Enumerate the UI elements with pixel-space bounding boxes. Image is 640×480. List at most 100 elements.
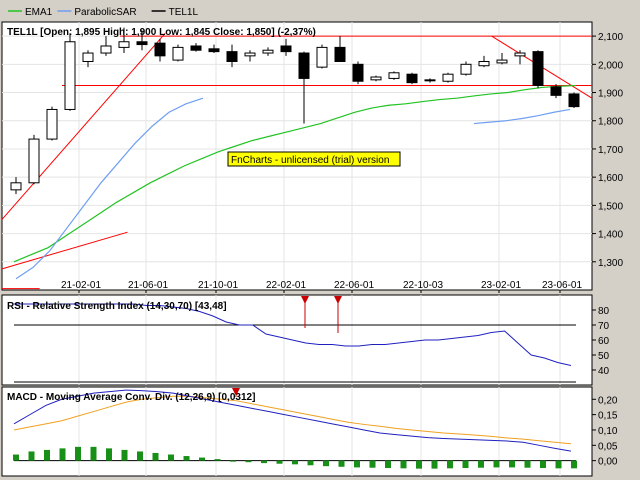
candle-body-down bbox=[226, 51, 238, 62]
macd-histogram-bar bbox=[478, 460, 484, 468]
macd-histogram-bar bbox=[261, 460, 267, 464]
candlestick bbox=[388, 71, 400, 80]
x-tick-label: 22-06-01 bbox=[334, 280, 374, 291]
candlestick bbox=[514, 50, 526, 65]
x-tick-label: 23-06-01 bbox=[542, 280, 582, 291]
candle-body-down bbox=[190, 45, 202, 51]
trend-line bbox=[1, 32, 166, 220]
macd-y-tick-label: 0,05 bbox=[598, 441, 618, 452]
macd-histogram-bar bbox=[400, 460, 407, 469]
price-title: TEL1L [Open: 1,895 High: 1,900 Low: 1,84… bbox=[7, 27, 316, 38]
candle-body-up bbox=[370, 76, 382, 81]
candlestick bbox=[352, 61, 364, 85]
rsi-marks bbox=[14, 303, 576, 383]
macd-y-tick-label: 0,20 bbox=[598, 395, 618, 406]
macd-histogram-bar bbox=[385, 460, 391, 469]
candle-body-up bbox=[244, 52, 256, 57]
macd-histogram-bar bbox=[199, 457, 205, 461]
rsi-y-tick-label: 80 bbox=[598, 306, 610, 317]
price-y-tick-label: 2,100 bbox=[598, 32, 623, 43]
candle-body-down bbox=[334, 46, 346, 62]
macd-histogram-bar bbox=[137, 451, 143, 461]
candlestick bbox=[226, 44, 238, 68]
x-tick-label: 22-02-01 bbox=[266, 280, 306, 291]
candlestick bbox=[82, 50, 94, 68]
candlestick bbox=[568, 92, 580, 109]
price-marks bbox=[1, 27, 593, 290]
macd-histogram-bar bbox=[13, 454, 19, 461]
macd-histogram-bar bbox=[168, 454, 174, 461]
rsi-y-tick-label: 40 bbox=[598, 366, 610, 377]
candlestick bbox=[28, 134, 40, 185]
macd-y-tick-label: 0,15 bbox=[598, 411, 618, 422]
candlestick bbox=[136, 30, 148, 51]
candle-body-down bbox=[406, 73, 418, 84]
candle-body-up bbox=[28, 138, 40, 184]
macd-histogram-bar bbox=[369, 460, 376, 468]
date-axis: 21-02-01 21-06-01 21-10-01 22-02-01 22-06-01… bbox=[61, 280, 582, 293]
ema-line bbox=[13, 84, 577, 263]
candlestick bbox=[496, 53, 508, 65]
candle-body-up bbox=[460, 63, 472, 75]
candlestick bbox=[424, 78, 436, 83]
candle-body-up bbox=[424, 79, 436, 82]
macd-histogram-bar bbox=[75, 446, 81, 461]
rsi-line bbox=[14, 303, 572, 366]
x-tick-label: 22-10-03 bbox=[403, 280, 443, 291]
x-tick-label: 21-06-01 bbox=[128, 280, 168, 291]
candle-body-up bbox=[46, 108, 58, 140]
macd-histogram-bar bbox=[447, 460, 453, 469]
price-y-tick-label: 1,300 bbox=[598, 258, 623, 269]
legend-label-0: EMA1 bbox=[25, 7, 53, 18]
candlestick bbox=[334, 36, 346, 62]
macd-histogram-bar bbox=[230, 460, 236, 462]
candle-body-up bbox=[10, 182, 22, 191]
macd-histogram-bar bbox=[431, 460, 438, 469]
candle-body-up bbox=[496, 59, 508, 64]
price-y-tick-label: 1,800 bbox=[598, 117, 623, 128]
rsi-grid bbox=[78, 295, 561, 385]
watermark-box bbox=[227, 151, 401, 167]
rsi-panel bbox=[1, 294, 593, 386]
macd-title: MACD - Moving Average Conv. Div. (12,26,… bbox=[7, 392, 255, 403]
candlestick bbox=[316, 44, 328, 69]
price-y-tick-label: 1,700 bbox=[598, 145, 623, 156]
macd-histogram-bar bbox=[90, 446, 97, 461]
event-marker bbox=[232, 388, 240, 397]
event-markers bbox=[232, 296, 342, 397]
price-y-tick-label: 2,000 bbox=[598, 60, 623, 71]
legend-label-1: ParabolicSAR bbox=[74, 7, 136, 18]
candle-body-up bbox=[172, 46, 184, 61]
macd-histogram-bar bbox=[276, 460, 283, 464]
event-marker-triangle bbox=[301, 296, 309, 304]
macd-histogram-bar bbox=[493, 460, 500, 468]
watermark-text: FnCharts - unlicensed (trial) version bbox=[231, 155, 389, 166]
event-marker-triangle bbox=[232, 388, 240, 396]
candle-body-up bbox=[388, 72, 400, 79]
macd-histogram-bar bbox=[183, 456, 190, 461]
candle-body-down bbox=[550, 86, 562, 96]
macd-histogram-bar bbox=[354, 460, 360, 468]
candle-body-up bbox=[262, 49, 274, 54]
candlestick bbox=[64, 33, 76, 111]
candle-body-down bbox=[568, 93, 580, 108]
candlestick bbox=[244, 50, 256, 62]
macd-histogram-bar bbox=[292, 460, 298, 465]
legend-label-2: TEL1L bbox=[169, 7, 199, 18]
macd-marks bbox=[13, 389, 577, 469]
macd-y-tick-label: 0,00 bbox=[598, 457, 618, 468]
candlestick bbox=[100, 36, 112, 56]
macd-histogram-bar bbox=[28, 451, 35, 461]
price-y-tick-label: 1,400 bbox=[598, 230, 623, 241]
parabolic-sar-line bbox=[473, 108, 571, 125]
macd-line bbox=[13, 389, 572, 452]
price-grid bbox=[2, 22, 592, 290]
x-tick-label: 23-02-01 bbox=[481, 280, 521, 291]
candlestick bbox=[298, 51, 310, 124]
macd-histogram-bar bbox=[524, 460, 531, 468]
candlestick bbox=[442, 72, 454, 83]
candle-body-down bbox=[208, 48, 220, 53]
macd-histogram-bar bbox=[152, 452, 159, 461]
